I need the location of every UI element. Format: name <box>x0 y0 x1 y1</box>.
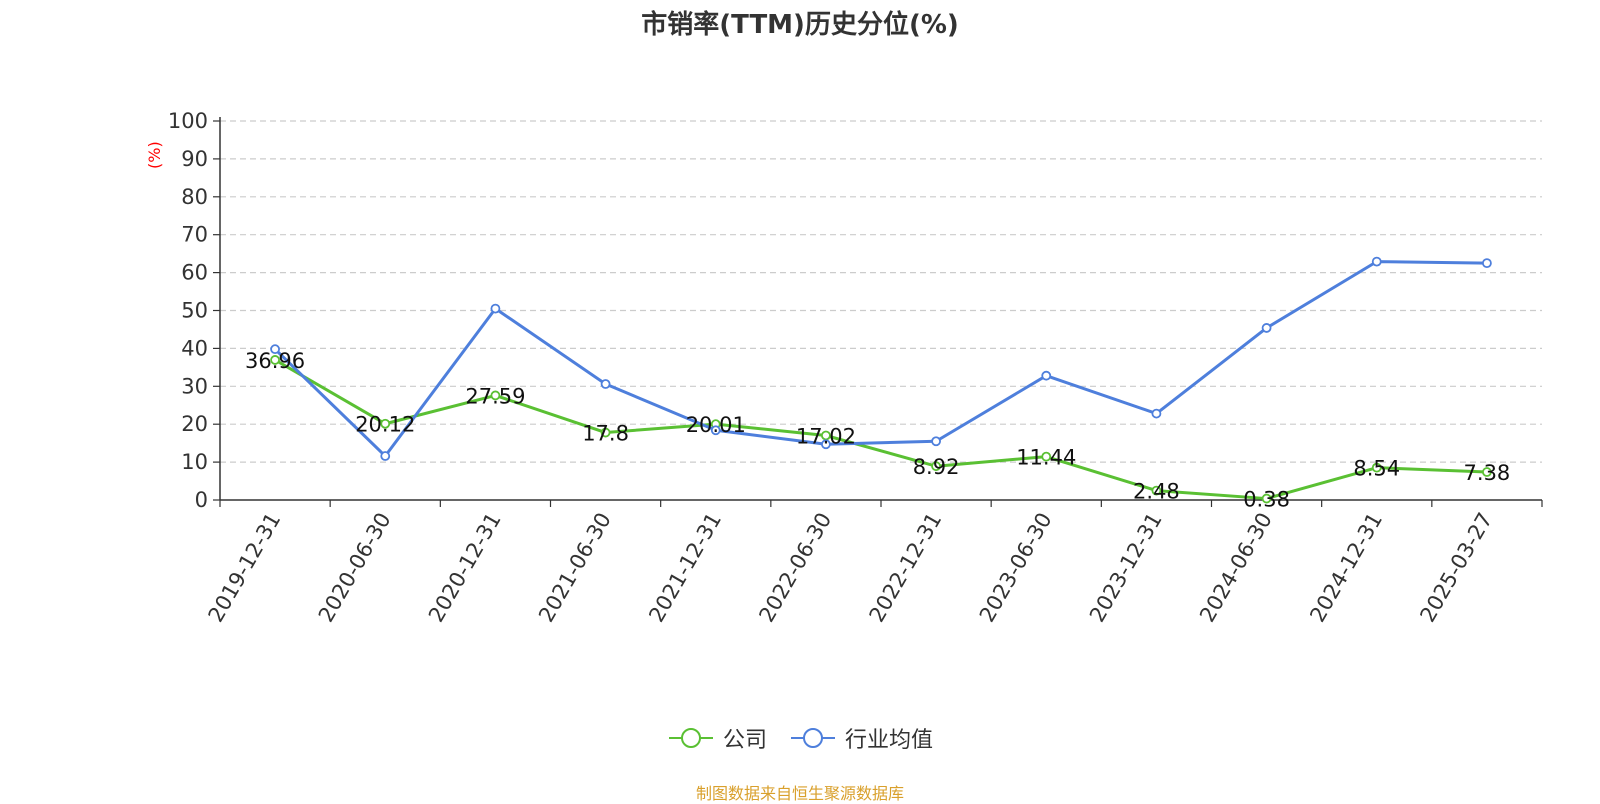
legend-line-circle-icon <box>791 728 835 748</box>
y-tick-label: 100 <box>168 109 208 133</box>
data-label: 17.02 <box>796 424 856 448</box>
legend-label-industry-average: 行业均值 <box>845 728 934 753</box>
legend-label-company: 公司 <box>722 728 767 753</box>
series-layer <box>270 256 1492 504</box>
y-tick-label: 30 <box>181 374 208 398</box>
data-point <box>1371 256 1382 267</box>
data-point <box>1261 493 1272 504</box>
data-point <box>821 439 831 450</box>
grid-lines <box>220 120 1542 463</box>
data-point <box>270 355 280 365</box>
data-point <box>380 418 391 429</box>
legend: 公司 行业均值 <box>0 722 1600 754</box>
y-tick-label: 60 <box>181 261 208 285</box>
x-tick-label: 2019-12-31 <box>204 509 286 627</box>
legend-line-circle-icon <box>668 728 713 748</box>
data-point <box>710 425 721 436</box>
data-label: 20.01 <box>686 413 746 437</box>
data-point <box>1482 467 1492 477</box>
data-point <box>1151 485 1162 496</box>
data-label: 8.92 <box>913 455 960 479</box>
x-tick-label: 2022-06-30 <box>754 509 836 627</box>
y-tick-label: 10 <box>181 450 208 474</box>
y-tick-label: 90 <box>181 147 208 171</box>
y-axis-label: (%) <box>145 141 164 169</box>
legend-item-company[interactable]: 公司 <box>667 722 767 754</box>
y-tick-label: 50 <box>181 299 208 323</box>
data-label: 36.96 <box>245 349 305 373</box>
data-labels: 36.96 20.12 27.59 17.8 20.01 17.02 8.92 11.44 2.… <box>245 349 1510 512</box>
data-label: 11.44 <box>1016 446 1076 470</box>
y-tick-label: 40 <box>181 336 208 360</box>
chart-title: 市销率(TTM)历史分位(%) <box>641 10 959 40</box>
source-note: 制图数据来自恒生聚源数据库 <box>695 784 904 803</box>
x-tick-label: 2021-06-30 <box>534 509 616 627</box>
x-tick-label: 2022-12-31 <box>865 509 947 627</box>
data-point <box>1482 258 1492 269</box>
data-point <box>600 379 611 389</box>
data-point <box>490 390 501 401</box>
data-point <box>1041 451 1052 462</box>
x-tick-label: 2025-03-27 <box>1415 509 1497 627</box>
x-tick-label: 2020-12-31 <box>424 509 506 627</box>
x-tick-label: 2023-06-30 <box>975 509 1057 627</box>
legend-item-industry-average[interactable]: 行业均值 <box>789 722 933 754</box>
data-point <box>1371 462 1382 473</box>
y-tick-label: 20 <box>181 412 208 436</box>
data-label: 0.38 <box>1243 488 1290 512</box>
axes: 0 10 20 30 40 50 60 70 80 90 100(%) 2019-12-31 2020-… <box>145 109 1543 627</box>
x-tick-label: 2021-12-31 <box>644 509 726 627</box>
y-tick-label: 70 <box>181 223 208 247</box>
data-label: 17.8 <box>582 422 629 446</box>
data-label: 7.38 <box>1464 461 1511 485</box>
data-label: 27.59 <box>465 384 525 408</box>
data-point <box>1261 323 1272 333</box>
data-point <box>380 451 391 461</box>
data-label: 8.54 <box>1353 457 1400 481</box>
data-label: 2.48 <box>1133 480 1180 504</box>
x-tick-label: 2020-06-30 <box>314 509 396 627</box>
series-line-0 <box>274 358 1487 501</box>
data-point <box>270 344 280 355</box>
x-tick-label: 2024-12-31 <box>1305 509 1387 627</box>
data-point <box>490 303 501 314</box>
data-point <box>1151 408 1162 419</box>
data-point <box>931 436 941 447</box>
series-line-1 <box>274 260 1487 458</box>
y-tick-label: 80 <box>181 185 208 209</box>
data-label: 20.12 <box>355 413 415 437</box>
y-tick-label: 0 <box>195 488 208 512</box>
data-point <box>600 427 611 438</box>
data-point <box>931 461 941 472</box>
data-point <box>1041 370 1052 381</box>
x-tick-label: 2024-06-30 <box>1195 509 1277 627</box>
x-tick-label: 2023-12-31 <box>1085 509 1167 627</box>
